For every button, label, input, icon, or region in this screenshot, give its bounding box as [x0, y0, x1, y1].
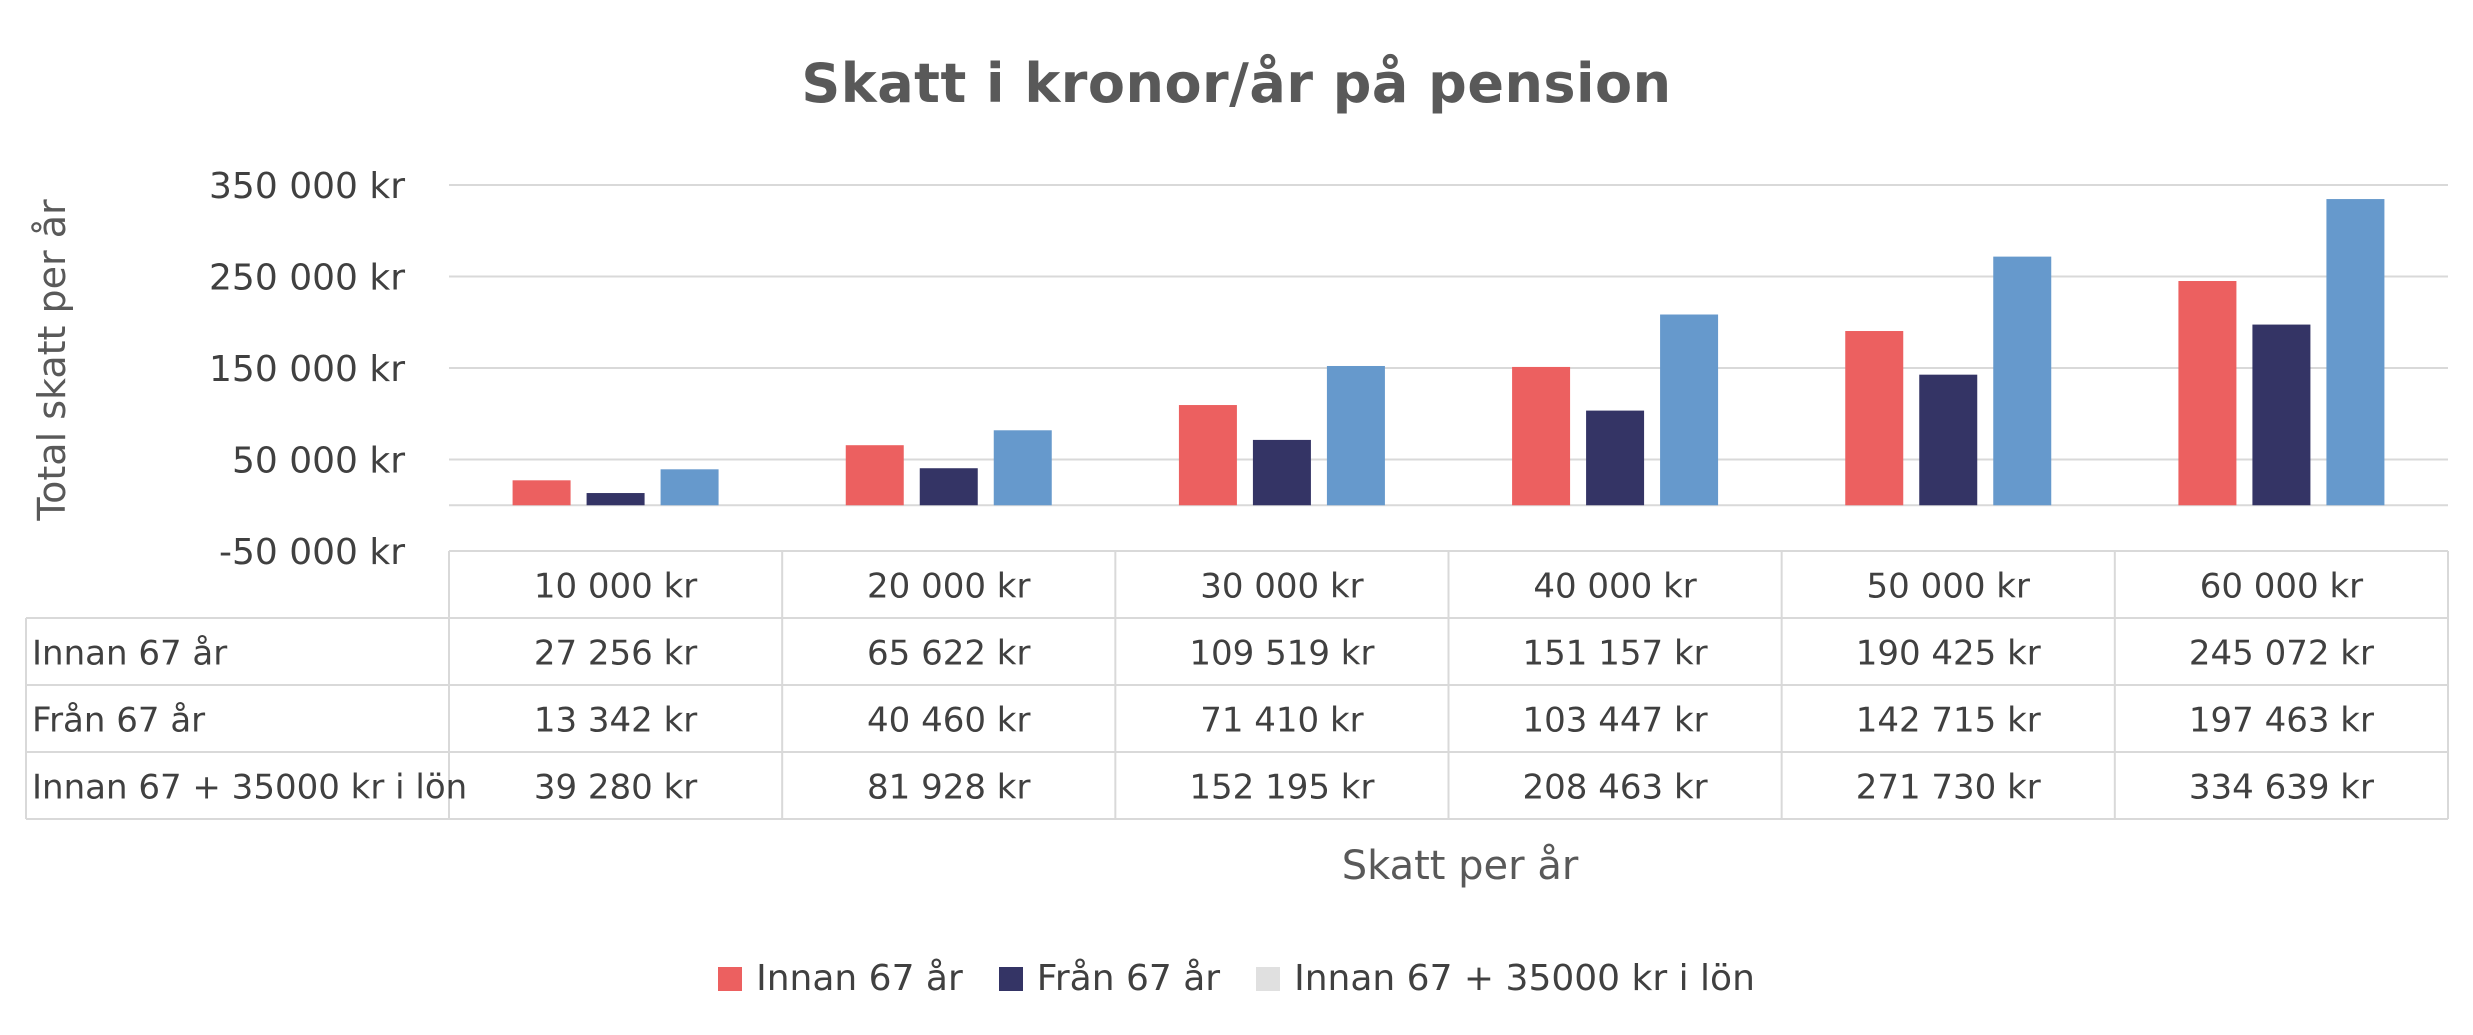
- data-label: 40 460 kr: [867, 701, 1030, 741]
- legend-swatch: [1256, 966, 1281, 991]
- bar: [1845, 331, 1904, 506]
- legend-label: Innan 67 + 35000 kr i lön: [1294, 958, 1755, 999]
- x-axis-title: Skatt per år: [1341, 843, 1579, 889]
- bar: [919, 468, 978, 506]
- bar: [1512, 366, 1571, 506]
- data-label: 245 072 kr: [2189, 634, 2374, 674]
- data-label: 103 447 kr: [1523, 701, 1708, 741]
- legend: Innan 67 år Från 67 år Innan 67 + 35000 kr…: [0, 958, 2473, 999]
- y-tick-label: 350 000 kr: [209, 166, 405, 207]
- data-label: 152 195 kr: [1189, 768, 1374, 808]
- legend-swatch: [718, 966, 743, 991]
- legend-label: Från 67 år: [1036, 958, 1221, 999]
- data-label: 39 280 kr: [534, 768, 697, 808]
- legend-label: Innan 67 år: [756, 958, 963, 999]
- bar: [1178, 405, 1237, 506]
- data-label: 71 410 kr: [1200, 701, 1363, 741]
- bar: [1993, 256, 2052, 506]
- legend-swatch: [998, 966, 1023, 991]
- bar: [2178, 281, 2237, 506]
- y-tick-label: 150 000 kr: [209, 349, 405, 390]
- data-label: 271 730 kr: [1856, 768, 2041, 808]
- legend-item: Innan 67 + 35000 kr i lön: [1256, 958, 1755, 999]
- x-tick-label: 50 000 kr: [1867, 567, 2030, 607]
- data-label: 190 425 kr: [1856, 634, 2041, 674]
- bar: [1326, 365, 1385, 506]
- bar: [660, 469, 719, 506]
- legend-item: Från 67 år: [998, 958, 1221, 999]
- bar: [1586, 410, 1645, 506]
- x-tick-label: 30 000 kr: [1200, 567, 1363, 607]
- bar: [512, 480, 571, 506]
- bar: [1919, 374, 1978, 506]
- data-label: 151 157 kr: [1523, 634, 1708, 674]
- data-label: 109 519 kr: [1189, 634, 1374, 674]
- data-label: 142 715 kr: [1856, 701, 2041, 741]
- table-row-header: Innan 67 + 35000 kr i lön: [32, 768, 467, 808]
- table-row-header: Innan 67 år: [32, 634, 227, 674]
- y-tick-label: 250 000 kr: [209, 258, 405, 299]
- x-tick-label: 20 000 kr: [867, 567, 1030, 607]
- data-label: 208 463 kr: [1523, 768, 1708, 808]
- table-row-header: Från 67 år: [32, 701, 205, 741]
- y-tick-label: 50 000 kr: [232, 441, 405, 482]
- bar: [2326, 199, 2385, 506]
- data-label: 81 928 kr: [867, 768, 1030, 808]
- bar: [2252, 324, 2311, 506]
- data-label: 334 639 kr: [2189, 768, 2374, 808]
- data-label: 27 256 kr: [534, 634, 697, 674]
- data-label: 13 342 kr: [534, 701, 697, 741]
- bar: [1660, 314, 1719, 506]
- x-tick-label: 60 000 kr: [2200, 567, 2363, 607]
- bar: [993, 430, 1052, 506]
- data-label: 65 622 kr: [867, 634, 1030, 674]
- y-tick-label: -50 000 kr: [219, 532, 405, 573]
- bar: [586, 493, 645, 506]
- chart-title: Skatt i kronor/år på pension: [801, 52, 1672, 115]
- bar: [1252, 439, 1311, 506]
- bar: [845, 445, 904, 506]
- data-label: 197 463 kr: [2189, 701, 2374, 741]
- x-tick-label: 10 000 kr: [534, 567, 697, 607]
- x-tick-label: 40 000 kr: [1533, 567, 1696, 607]
- legend-item: Innan 67 år: [718, 958, 963, 999]
